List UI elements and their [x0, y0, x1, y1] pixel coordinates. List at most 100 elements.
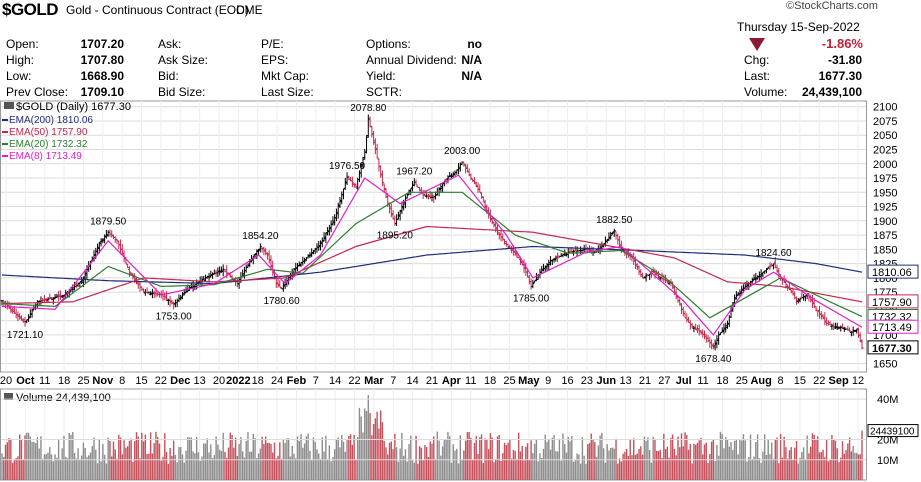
volume-bar: [229, 432, 231, 480]
volume-bar: [733, 440, 736, 480]
y-tick-label: 1725: [873, 316, 897, 328]
volume-bar: [142, 441, 145, 480]
volume-bar: [664, 449, 667, 480]
axis-value-tag-label: 1810.06: [872, 267, 912, 279]
volume-bar: [827, 461, 830, 480]
volume-bar: [149, 432, 152, 480]
volume-bar: [134, 441, 136, 480]
volume-bar: [82, 442, 85, 480]
volume-bar: [445, 439, 447, 480]
x-tick-label: Apr: [442, 375, 462, 387]
volume-bar: [303, 443, 306, 480]
volume-legend: Volume 24,439,100: [16, 392, 111, 404]
volume-bar: [739, 439, 741, 480]
volume-bar: [266, 442, 269, 480]
volume-bar: [666, 446, 669, 480]
volume-bar: [824, 457, 826, 480]
volume-bar: [314, 441, 316, 480]
volume-bar: [730, 441, 732, 480]
volume-bar: [565, 452, 568, 480]
volume-bar: [264, 436, 267, 480]
quote-date: Thursday 15-Sep-2022: [737, 20, 860, 34]
volume-bar: [397, 461, 400, 480]
volume-bar: [838, 462, 840, 480]
exchange-label: CME: [236, 3, 263, 17]
x-tick-label: 20: [213, 375, 225, 387]
volume-bar: [861, 430, 863, 480]
volume-bar: [190, 437, 193, 480]
series-line-ema50: [2, 225, 863, 305]
volume-bar: [344, 451, 346, 480]
volume-bar: [434, 458, 437, 480]
volume-bar: [15, 457, 17, 480]
mkt-cap-label: Mkt Cap:: [261, 69, 310, 83]
volume-bar: [259, 448, 262, 480]
x-tick-label: 24: [271, 375, 283, 387]
volume-bar: [698, 440, 700, 480]
volume-bar: [592, 439, 594, 480]
volume-bar: [226, 457, 228, 480]
volume-bar: [305, 436, 308, 480]
volume-bar: [788, 450, 791, 480]
volume-bar: [68, 432, 70, 480]
volume-bar: [836, 448, 838, 480]
volume-bar: [333, 449, 336, 480]
volume-bar: [11, 462, 14, 480]
volume-bar: [210, 444, 212, 480]
volume-bar: [358, 407, 361, 480]
volume-bar: [238, 444, 240, 480]
volume-bar: [795, 440, 798, 480]
volume-bar: [578, 454, 580, 480]
volume-bar: [222, 432, 224, 480]
volume-bar: [422, 460, 424, 480]
x-tick-label: 25: [503, 375, 515, 387]
volume-bar: [45, 454, 47, 480]
volume-bar: [355, 459, 357, 480]
volume-bar: [758, 458, 761, 480]
volume-bar: [583, 455, 585, 480]
volume-bar: [477, 453, 479, 480]
volume-bar: [680, 433, 683, 480]
volume-bar: [325, 435, 327, 480]
volume-bar: [420, 447, 423, 480]
volume-bar: [840, 457, 842, 480]
volume-icon: [4, 393, 13, 400]
last-label: Last:: [744, 69, 771, 83]
volume-bar: [424, 445, 426, 480]
volume-bar: [174, 454, 177, 480]
volume-bar: [295, 458, 297, 480]
volume-bar: [532, 453, 534, 480]
volume-bar: [514, 450, 516, 480]
volume-bar: [47, 452, 49, 480]
volume-bar: [102, 444, 104, 480]
stockcharts-logo[interactable]: ©StockCharts.com: [786, 0, 878, 12]
volume-bar: [410, 435, 412, 480]
volume-bar: [114, 449, 116, 480]
volume-bar: [181, 454, 184, 480]
volume-bar: [342, 441, 345, 480]
volume-bar: [576, 453, 578, 480]
volume-bar: [312, 437, 315, 480]
volume-bar: [164, 433, 166, 480]
volume-bar: [631, 455, 633, 480]
volume-bar: [56, 457, 58, 480]
x-tick-label: 22: [348, 375, 360, 387]
volume-bar: [119, 437, 122, 480]
volume-bar: [652, 436, 654, 480]
volume-label: Volume:: [744, 85, 788, 99]
volume-bar: [786, 458, 789, 480]
volume-bar: [31, 441, 33, 480]
yield-value: N/A: [461, 69, 482, 83]
volume-bar: [845, 450, 847, 480]
volume-bar: [530, 440, 532, 480]
volume-bar: [774, 439, 776, 480]
volume-bar: [330, 461, 332, 480]
volume-bar: [509, 438, 511, 480]
volume-bar: [505, 445, 508, 480]
volume-bar: [684, 432, 686, 480]
y-tick-label: 1850: [873, 244, 897, 256]
volume-bar: [116, 458, 118, 480]
volume-bar: [771, 442, 773, 480]
volume-bar: [272, 452, 274, 480]
volume-bar: [742, 434, 745, 480]
